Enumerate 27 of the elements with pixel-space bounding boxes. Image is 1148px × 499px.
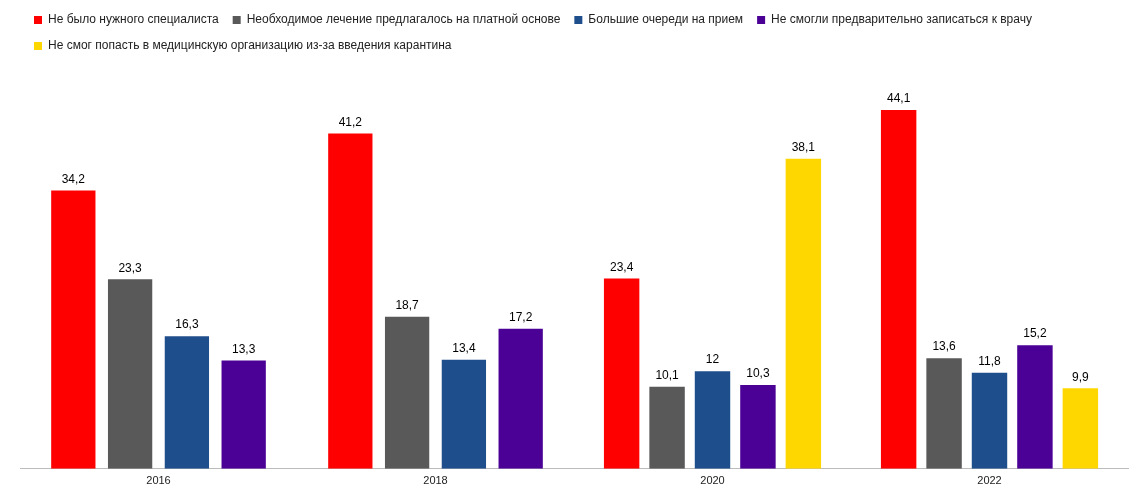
data-label: 44,1 [886, 91, 911, 106]
data-label: 38,1 [791, 140, 816, 155]
data-label: 13,6 [932, 339, 957, 354]
legend-label: Не было нужного специалиста [48, 12, 220, 27]
data-label: 10,3 [746, 366, 770, 381]
data-label: 12 [705, 352, 720, 367]
data-label: 11,8 [978, 354, 1002, 369]
data-label: 16,3 [175, 317, 199, 332]
legend-label: Не смог попасть в медицинскую организацию из-за введения карантина [48, 38, 452, 53]
data-label: 41,2 [338, 114, 363, 129]
x-tick-label: 2020 [700, 474, 725, 487]
data-label: 18,7 [395, 297, 420, 312]
data-label: 13,3 [232, 341, 256, 356]
x-tick-label: 2022 [977, 474, 1002, 487]
legend-label: Большие очереди на прием [588, 12, 744, 27]
data-label: 9,9 [1072, 369, 1090, 384]
data-label: 34,2 [61, 171, 86, 186]
data-label: 15,2 [1023, 326, 1047, 341]
data-label: 10,1 [655, 367, 680, 382]
data-label: 23,3 [118, 260, 143, 275]
data-label: 17,2 [509, 310, 533, 325]
data-label: 23,4 [609, 259, 634, 274]
legend-label: Не смогли предварительно записаться к врачу [771, 12, 1032, 27]
x-tick-label: 2018 [423, 474, 448, 487]
legend-label: Необходимое лечение предлагалось на платной основе [246, 12, 561, 27]
data-label: 13,4 [452, 341, 476, 356]
x-tick-label: 2016 [146, 474, 171, 487]
